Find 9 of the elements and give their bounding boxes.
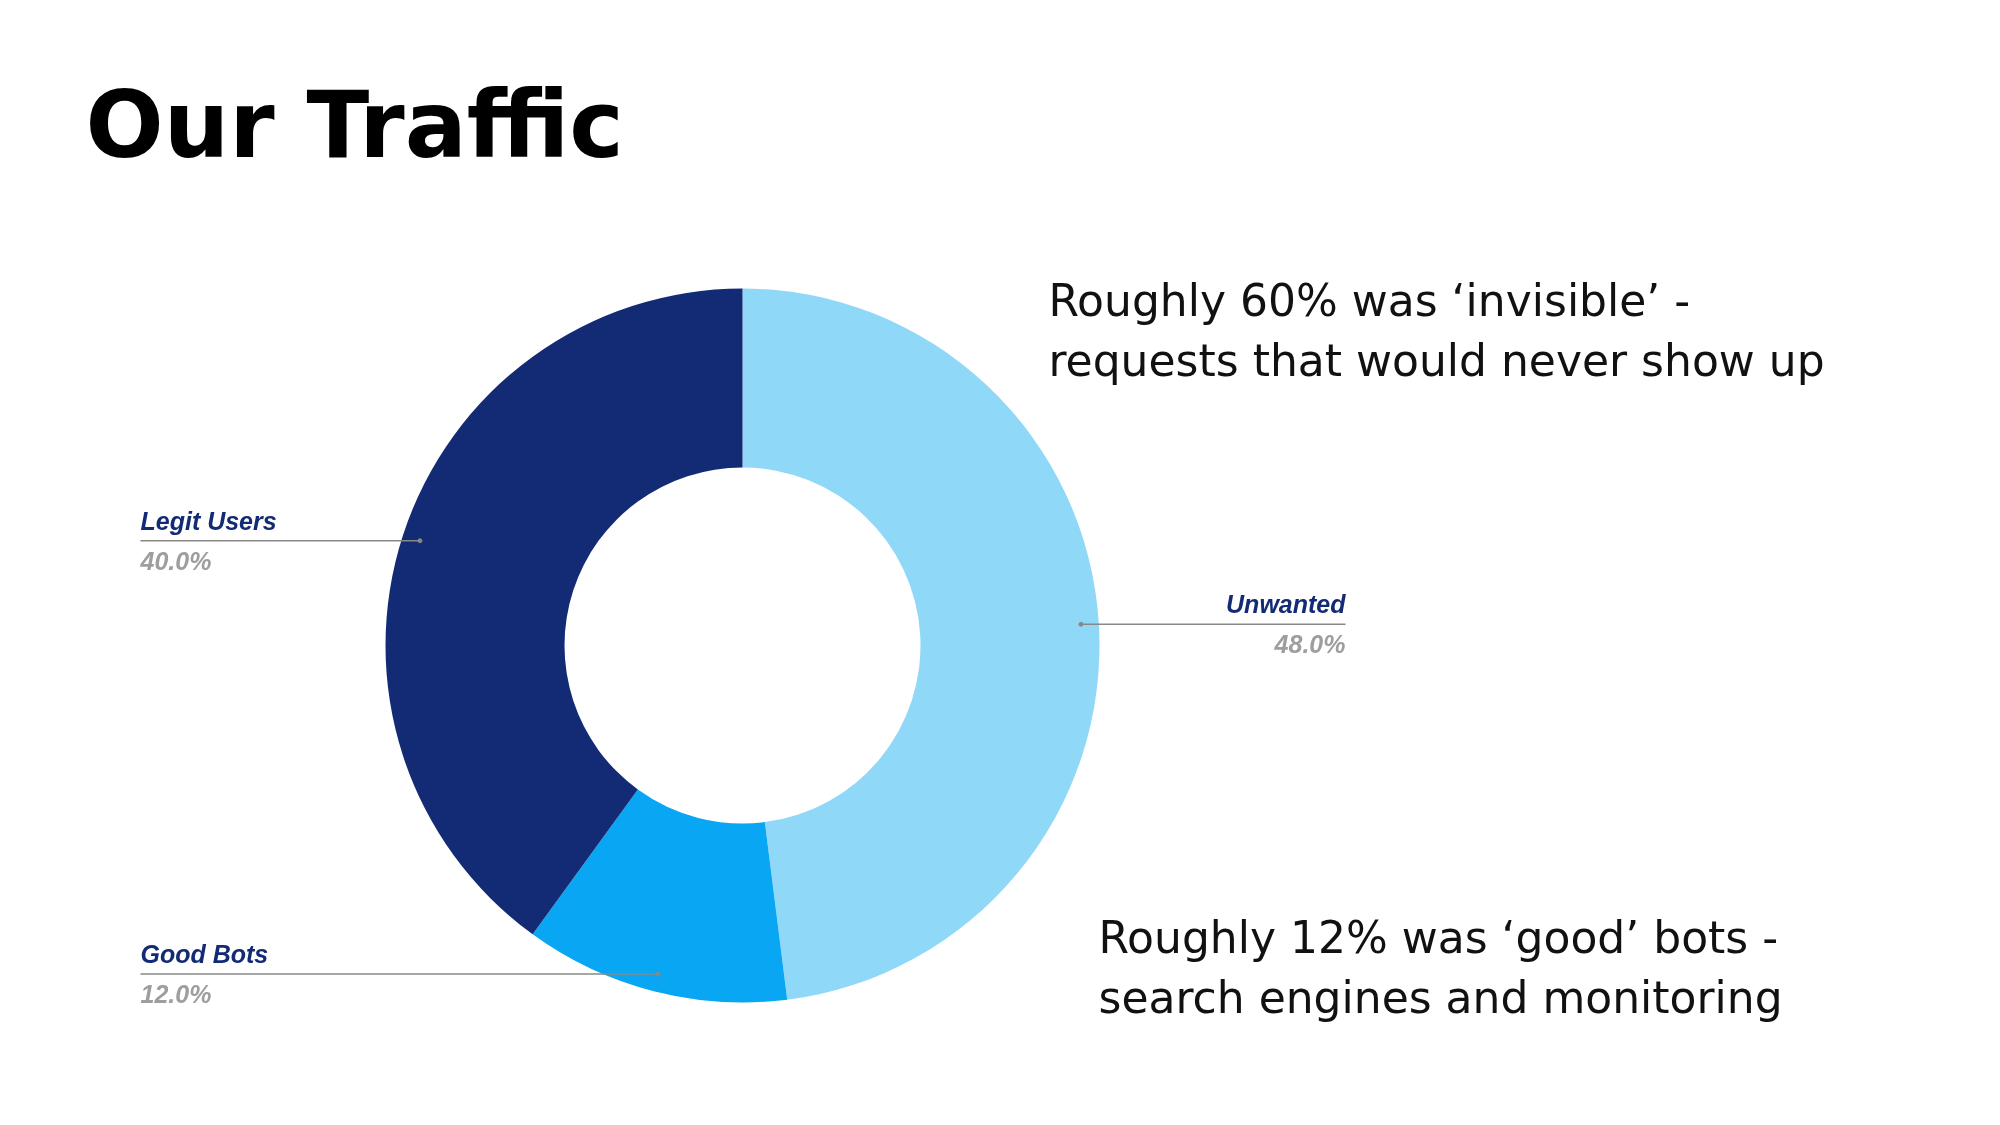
text: Roughly 12% was ‘good’ bots - search engines and monitoring [1098,912,1783,1023]
data-label: 40.0% [139,546,212,575]
slice-label: Unwanted [1226,590,1347,619]
slice-label: Legit Users [140,506,277,535]
text: Roughly 60% was ‘invisible’ - requests that would never show up [1048,275,1825,386]
data-label: 48.0% [1273,630,1346,659]
data-label: 12.0% [140,979,212,1008]
slice-label: Good Bots [140,939,269,968]
chart-title: Our Traffic [85,72,624,179]
